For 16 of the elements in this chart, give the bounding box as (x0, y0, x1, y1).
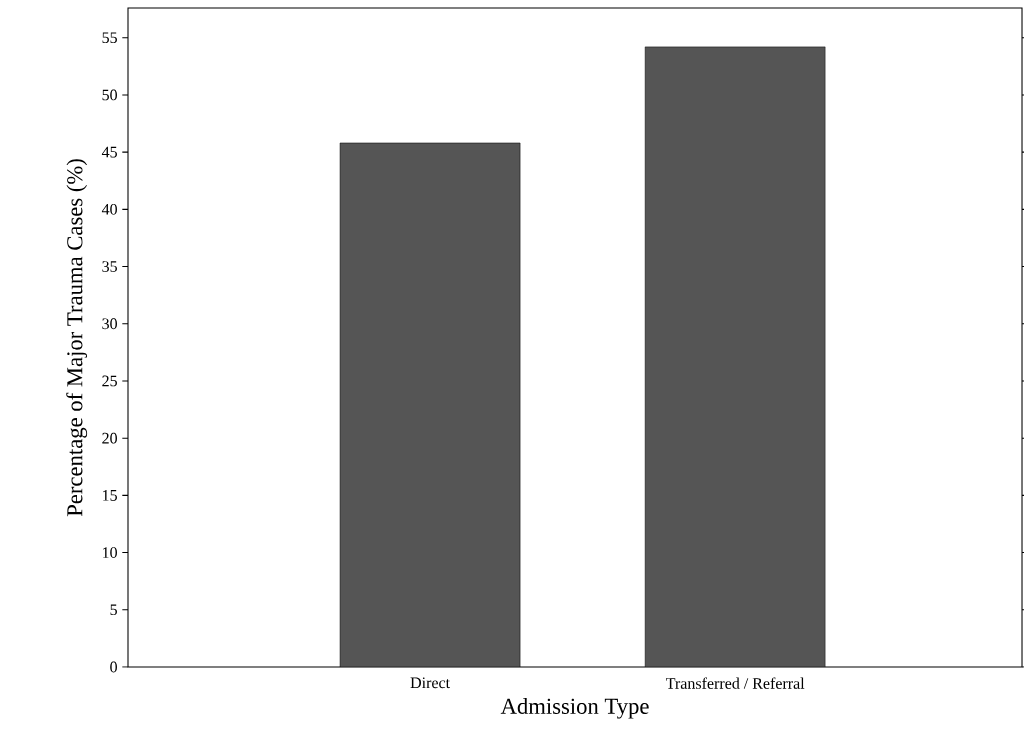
x-tick-label: Transferred / Referral (666, 677, 805, 689)
x-tick-label: Direct (410, 677, 450, 689)
y-tick-label: 35 (102, 261, 117, 272)
y-tick-label: 45 (101, 146, 117, 158)
y-tick-label: 0 (110, 661, 117, 673)
y-tick-label: 20 (102, 432, 117, 444)
y-tick-label: 50 (102, 89, 117, 101)
y-tick-label: 55 (102, 32, 117, 44)
y-tick-label: 30 (102, 318, 117, 330)
y-tick-label: 5 (110, 604, 117, 616)
y-tick-label: 10 (103, 547, 117, 558)
y-axis-title: Percentage of Major Trauma Cases (%) (66, 159, 88, 517)
y-tick-label: 40 (101, 203, 117, 215)
y-tick-label: 15 (103, 490, 117, 501)
y-tick-label: 25 (102, 375, 117, 387)
x-axis-title: Admission Type (500, 697, 649, 719)
